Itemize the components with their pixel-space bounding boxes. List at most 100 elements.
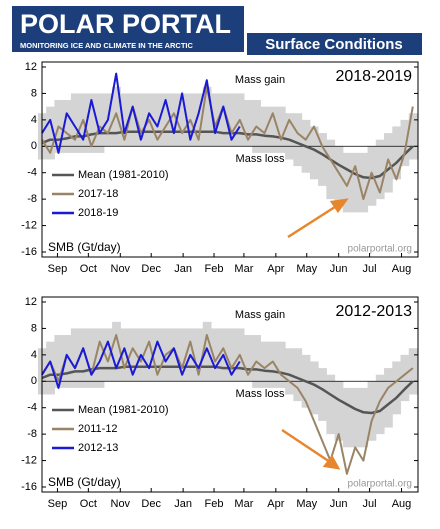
chart: -16 -12 -8 -4 0 4 8 12 Sep Oct Nov Dec Jan Feb Mar Apr M… (21, 296, 419, 510)
legend-label: 2012-13 (78, 442, 118, 454)
range-band (375, 139, 385, 200)
range-band (79, 328, 88, 388)
x-tick-label: Jul (363, 263, 377, 275)
series-line (41, 365, 414, 415)
range-band (120, 328, 130, 382)
range-band (161, 93, 171, 147)
range-band (70, 328, 80, 388)
range-band (408, 113, 418, 160)
range-band (318, 133, 327, 186)
range-band (120, 93, 130, 147)
section-title: Surface Conditions (265, 36, 403, 53)
range-band (136, 93, 146, 147)
x-tick-label: May (296, 263, 317, 275)
legend-label: Mean (1981-2010) (78, 404, 169, 416)
range-band (178, 93, 187, 147)
range-band (285, 348, 294, 395)
range-band (46, 341, 55, 395)
range-band (194, 328, 204, 382)
range-band (276, 106, 286, 153)
y-tick-label: -12 (21, 219, 37, 231)
range-band (276, 341, 286, 388)
range-band (408, 348, 418, 395)
range-band (103, 328, 113, 382)
y-tick-label: -16 (21, 481, 37, 493)
x-tick-label: May (296, 498, 317, 510)
y-tick-label: 0 (31, 375, 37, 387)
range-band (194, 93, 204, 147)
range-band (145, 328, 154, 382)
x-tick-label: Nov (111, 498, 131, 510)
arrow-shaft (287, 203, 339, 239)
x-tick-label: Apr (267, 498, 284, 510)
range-band (210, 328, 220, 382)
arrow-shaft (281, 428, 331, 464)
y-tick-label: -12 (21, 454, 37, 466)
x-tick-label: Jan (174, 263, 192, 275)
logo-subtitle: MONITORING ICE AND CLIMATE IN THE ARCTIC (20, 41, 193, 50)
y-tick-label: 4 (31, 114, 37, 126)
plot-frame (41, 61, 419, 258)
x-tick-label: Aug (392, 263, 412, 275)
y-tick-label: -4 (27, 402, 37, 414)
legend-label: 2011-12 (78, 423, 118, 435)
range-band (351, 152, 360, 213)
range-band (169, 328, 179, 382)
range-band (87, 93, 97, 153)
x-tick-label: Dec (141, 263, 161, 275)
logo-box (12, 6, 244, 52)
legend-label: Mean (1981-2010) (78, 169, 169, 181)
range-band (46, 106, 55, 160)
range-band (210, 93, 220, 147)
range-band (326, 374, 336, 435)
range-band (384, 368, 393, 428)
x-tick-label: Aug (392, 498, 412, 510)
range-band (112, 321, 121, 382)
y-axis-label: SMB (Gt/day) (48, 240, 121, 254)
x-tick-label: Sep (48, 498, 68, 510)
y-tick-label: 12 (25, 296, 37, 308)
range-band (128, 93, 138, 147)
range-band (243, 100, 253, 147)
range-band (87, 328, 97, 388)
x-tick-label: Jul (363, 498, 377, 510)
range-band (392, 126, 402, 180)
charts: -16 -12 -8 -4 0 4 8 12 Sep Oct Nov Dec Jan Feb Mar Apr M… (21, 61, 419, 510)
series-line (41, 340, 241, 389)
range-band (400, 354, 410, 402)
legend-label: 2017-18 (78, 188, 118, 200)
range-band (62, 335, 72, 388)
annotation: Mass gain (235, 309, 285, 321)
logo-title: POLAR PORTAL (20, 9, 231, 39)
x-tick-label: Jun (330, 263, 348, 275)
series-line (41, 130, 414, 180)
range-band (334, 146, 344, 206)
x-tick-label: Nov (111, 263, 131, 275)
section-box (247, 33, 422, 55)
range-band (70, 93, 80, 153)
range-band (128, 328, 138, 382)
y-tick-label: 8 (31, 322, 37, 334)
x-tick-label: Apr (267, 263, 284, 275)
arrow-head (329, 198, 349, 214)
range-band (227, 93, 237, 147)
range-band (95, 93, 105, 153)
range-band (227, 328, 237, 382)
x-tick-label: Feb (205, 498, 224, 510)
y-tick-label: -8 (27, 193, 37, 205)
range-band (95, 328, 105, 388)
range-band (178, 328, 187, 382)
x-tick-label: Dec (141, 498, 161, 510)
x-tick-label: Feb (205, 263, 224, 275)
source: polarportal.org (348, 244, 412, 255)
chart-title: 2018-2019 (335, 68, 412, 85)
range-band (285, 113, 294, 160)
range-band (326, 139, 336, 200)
range-band (268, 106, 278, 153)
range-band (392, 361, 402, 415)
range-band (351, 387, 360, 448)
range-band (375, 374, 385, 435)
x-tick-label: Oct (80, 263, 97, 275)
range-band (219, 93, 228, 147)
